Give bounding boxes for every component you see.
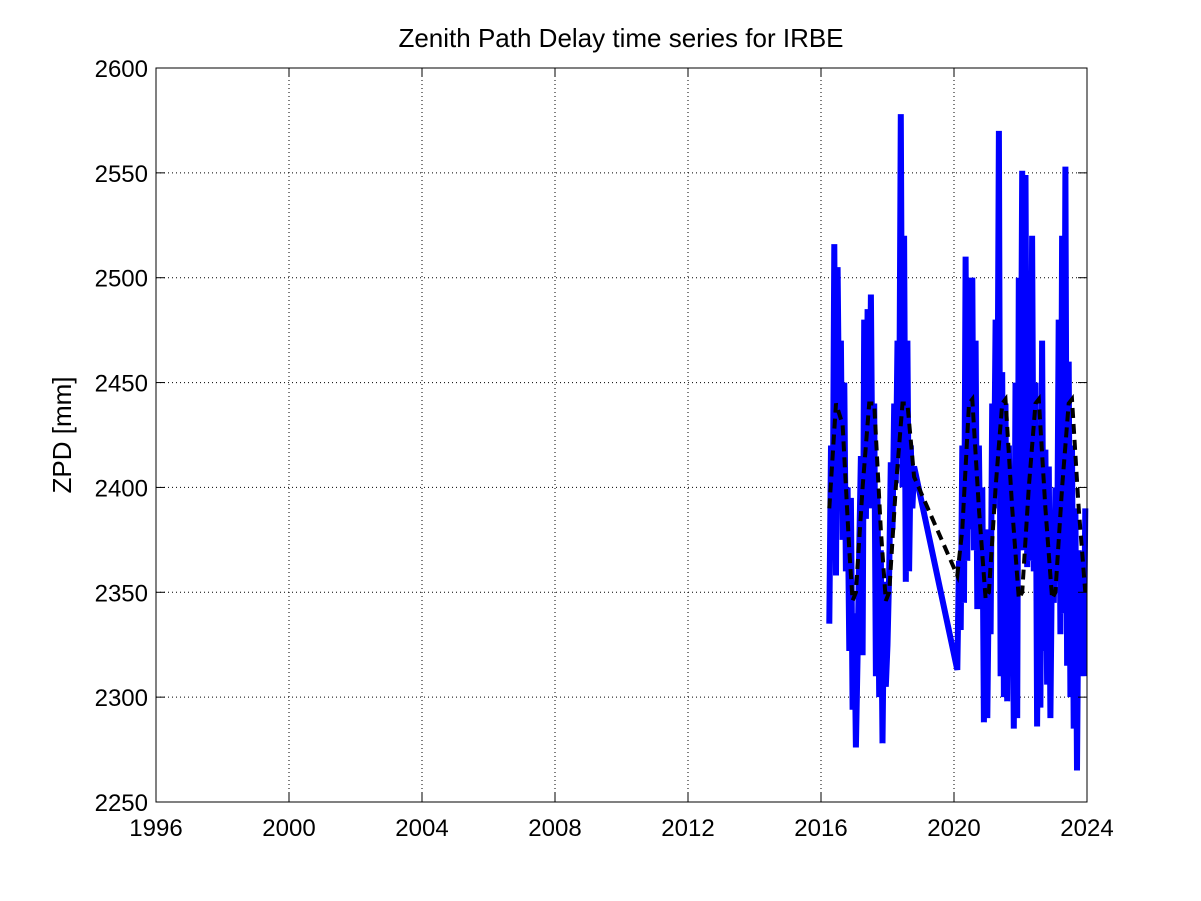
y-tick-label: 2300 <box>95 685 148 712</box>
y-tick-label: 2500 <box>95 266 148 293</box>
y-tick-label: 2400 <box>95 475 148 502</box>
x-tick-label: 2008 <box>528 815 581 842</box>
tick-marks: 1996 2000 2004 2008 2012 2016 2020 2024 2250 2300… <box>95 56 1114 842</box>
x-tick-label: 2012 <box>661 815 714 842</box>
zpd-series-line <box>826 114 1089 771</box>
model-dashed-line <box>827 393 1088 606</box>
y-tick-label: 2550 <box>95 161 148 188</box>
y-tick-label: 2450 <box>95 371 148 398</box>
x-tick-label: 2004 <box>395 815 448 842</box>
chart-title: Zenith Path Delay time series for IRBE <box>398 23 843 53</box>
plot-frame <box>155 67 1088 803</box>
x-tick-label: 2016 <box>794 815 847 842</box>
y-tick-label: 2600 <box>95 56 148 83</box>
x-tick-label: 1996 <box>129 815 182 842</box>
y-tick-label: 2350 <box>95 580 148 607</box>
x-tick-label: 2024 <box>1060 815 1113 842</box>
grid-lines <box>156 68 1087 802</box>
y-tick-label: 2250 <box>95 790 148 817</box>
series-layer <box>826 114 1089 771</box>
y-axis-label: ZPD [mm] <box>47 377 77 494</box>
x-tick-label: 2000 <box>262 815 315 842</box>
x-tick-label: 2020 <box>927 815 980 842</box>
